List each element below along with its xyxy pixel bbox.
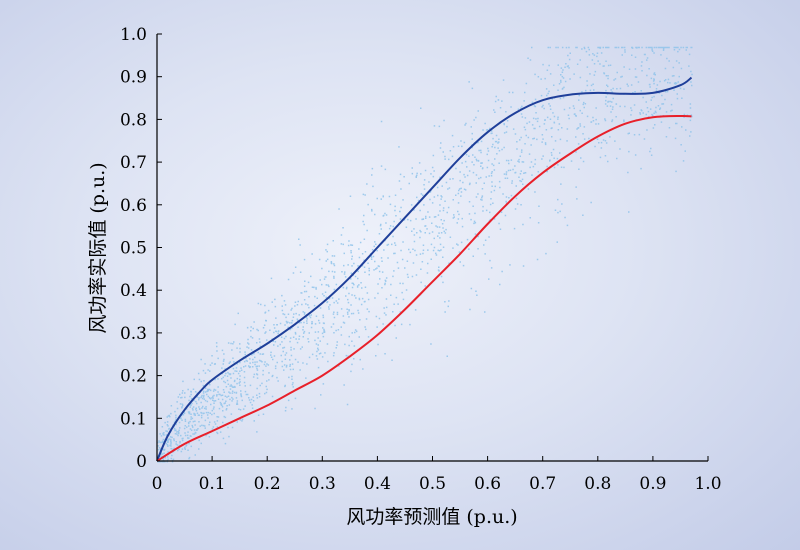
x-tick-label: 0.6 [474, 474, 501, 494]
y-tick-label: 0 [136, 452, 147, 472]
x-tick-label: 0.1 [199, 474, 226, 494]
x-tick-label: 0.3 [309, 474, 336, 494]
fit-curves [156, 76, 693, 462]
y-tick-label: 0.8 [120, 110, 147, 130]
fit-curve-2 [156, 114, 692, 462]
y-tick-label: 0.3 [120, 324, 147, 344]
x-tick-label: 0.7 [529, 474, 556, 494]
y-tick-label: 0.9 [120, 68, 147, 88]
axes: 0 0.1 0.2 0.3 0.4 0.5 0.6 0.7 0.8 0.9 1.0 0 0.1 0.2 0.… [120, 25, 722, 494]
x-tick-label: 0.4 [364, 474, 391, 494]
y-tick-label: 1.0 [120, 25, 147, 45]
x-tick-label: 0.2 [254, 474, 281, 494]
x-tick-label: 0.9 [639, 474, 666, 494]
x-tick-label: 1.0 [694, 474, 721, 494]
x-tick-label: 0.5 [419, 474, 446, 494]
y-tick-label: 0.7 [120, 153, 147, 173]
y-tick-label: 0.6 [120, 196, 147, 216]
fit-curve-1 [156, 76, 693, 462]
y-tick-label: 0.5 [120, 239, 147, 259]
y-tick-label: 0.2 [120, 367, 147, 387]
x-tick-label: 0 [152, 474, 163, 494]
y-tick-label: 0.4 [120, 281, 147, 301]
x-tick-label: 0.8 [584, 474, 611, 494]
y-axis-title: 风功率实际值 (p.u.) [87, 162, 109, 333]
scatter-cloud [157, 46, 693, 463]
scatter-points [157, 46, 693, 463]
x-axis-title: 风功率预测值 (p.u.) [346, 506, 517, 528]
y-tick-label: 0.1 [120, 409, 147, 429]
